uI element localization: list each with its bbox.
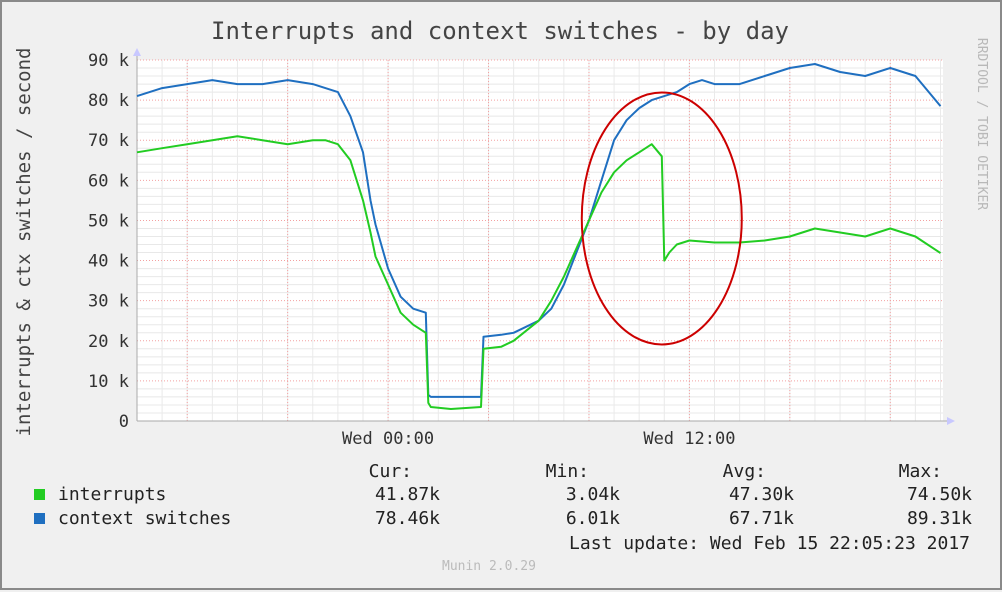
y-axis-arrow	[133, 48, 141, 56]
legend-min-interrupts: 3.04k	[522, 484, 620, 505]
legend-name-interrupts: interrupts	[58, 484, 166, 505]
legend-avg-context-switches: 67.71k	[696, 508, 794, 529]
legend-cur-context-switches: 78.46k	[342, 508, 440, 529]
y-tick-label: 40 k	[88, 252, 129, 272]
legend-header-avg: Avg:	[694, 461, 766, 482]
y-tick-label: 70 k	[88, 131, 129, 151]
legend-header-cur: Cur:	[342, 461, 412, 482]
legend-max-interrupts: 74.50k	[874, 484, 972, 505]
rrdtool-credit: RRDTOOL / TOBI OETIKER	[974, 38, 989, 210]
legend-header-max: Max:	[870, 461, 942, 482]
y-tick-label: 80 k	[88, 91, 129, 111]
x-axis-arrow	[947, 417, 955, 425]
legend-name-context-switches: context switches	[58, 508, 231, 529]
y-tick-label: 30 k	[88, 292, 129, 312]
x-tick-label: Wed 12:00	[643, 429, 735, 449]
legend-min-context-switches: 6.01k	[522, 508, 620, 529]
last-update: Last update: Wed Feb 15 22:05:23 2017	[569, 533, 970, 554]
y-tick-label: 90 k	[88, 51, 129, 71]
y-tick-label: 50 k	[88, 211, 129, 231]
munin-version: Munin 2.0.29	[442, 559, 536, 574]
legend-swatch-interrupts	[34, 489, 45, 500]
y-tick-label: 10 k	[88, 372, 129, 392]
plot-area	[137, 60, 943, 421]
legend-avg-interrupts: 47.30k	[696, 484, 794, 505]
x-tick-label: Wed 00:00	[342, 429, 434, 449]
y-tick-label: 60 k	[88, 171, 129, 191]
chart-title: Interrupts and context switches - by day	[211, 17, 789, 45]
y-axis-label: interrupts & ctx switches / second	[13, 48, 35, 437]
legend-header-min: Min:	[517, 461, 589, 482]
legend-max-context-switches: 89.31k	[874, 508, 972, 529]
legend-swatch-context-switches	[34, 513, 45, 524]
y-tick-label: 0	[119, 412, 129, 432]
legend-cur-interrupts: 41.87k	[342, 484, 440, 505]
y-tick-label: 20 k	[88, 332, 129, 352]
